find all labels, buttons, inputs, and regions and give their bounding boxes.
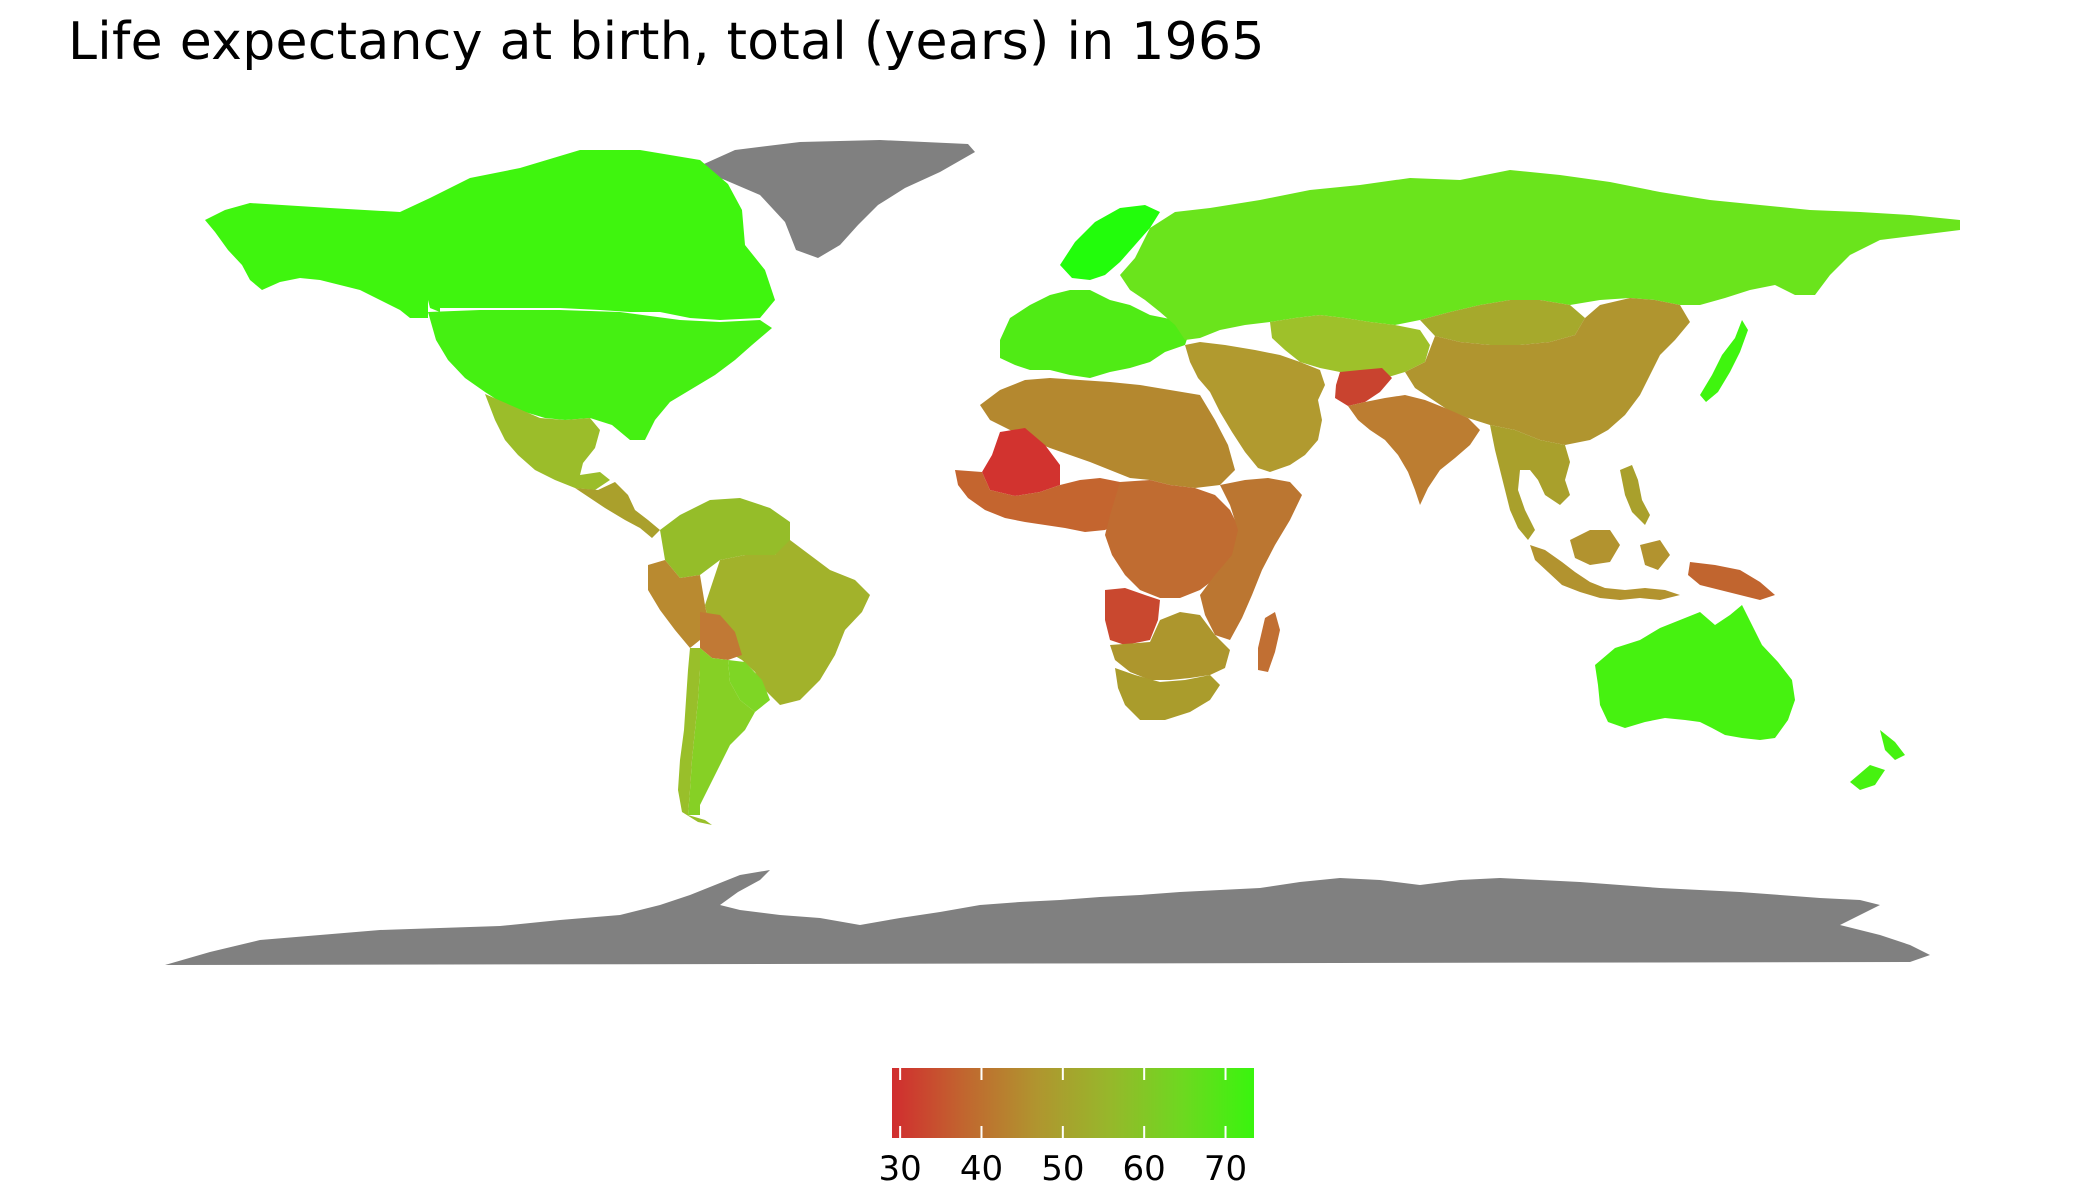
region-greenland[interactable] bbox=[695, 140, 975, 258]
region-middle-east[interactable] bbox=[1185, 342, 1325, 472]
colorbar-tick-label: 70 bbox=[1204, 1149, 1247, 1189]
region-scandinavia[interactable] bbox=[1060, 205, 1160, 280]
region-central-america[interactable] bbox=[575, 482, 660, 538]
region-southeast-asia[interactable] bbox=[1490, 425, 1570, 540]
region-china[interactable] bbox=[1405, 298, 1690, 445]
region-papua-new-guinea[interactable] bbox=[1688, 562, 1775, 600]
region-afghanistan[interactable] bbox=[1335, 368, 1392, 406]
region-new-zealand[interactable] bbox=[1850, 730, 1905, 790]
region-northern-south-america[interactable] bbox=[660, 498, 790, 578]
region-bolivia[interactable] bbox=[700, 612, 742, 660]
colorbar-gradient bbox=[892, 1068, 1254, 1138]
region-west-africa[interactable] bbox=[955, 470, 1130, 532]
region-mali[interactable] bbox=[982, 428, 1060, 496]
region-russia[interactable] bbox=[1120, 170, 1960, 340]
region-north-africa[interactable] bbox=[980, 378, 1235, 488]
region-india[interactable] bbox=[1348, 395, 1480, 505]
region-indonesia[interactable] bbox=[1530, 530, 1680, 600]
region-mongolia[interactable] bbox=[1420, 300, 1585, 345]
region-australia[interactable] bbox=[1595, 605, 1795, 740]
colorbar-tick-label: 60 bbox=[1123, 1149, 1166, 1189]
region-peru[interactable] bbox=[648, 560, 710, 648]
region-south-africa[interactable] bbox=[1115, 668, 1220, 720]
region-paraguay[interactable] bbox=[728, 660, 770, 712]
colorbar-tick-label: 40 bbox=[960, 1149, 1003, 1189]
region-central-asia[interactable] bbox=[1270, 315, 1430, 380]
colorbar-tick-label: 50 bbox=[1041, 1149, 1084, 1189]
region-chile[interactable] bbox=[678, 648, 712, 825]
colorbar-tick-label: 30 bbox=[879, 1149, 922, 1189]
region-central-africa[interactable] bbox=[1105, 480, 1240, 598]
region-mexico[interactable] bbox=[485, 394, 610, 490]
colorbar-ticks bbox=[899, 1068, 1227, 1138]
region-east-africa[interactable] bbox=[1200, 478, 1302, 640]
region-philippines[interactable] bbox=[1620, 465, 1650, 525]
region-japan[interactable] bbox=[1700, 320, 1748, 402]
page-title: Life expectancy at birth, total (years) … bbox=[68, 12, 1265, 72]
region-southern-africa[interactable] bbox=[1110, 612, 1230, 680]
region-angola[interactable] bbox=[1105, 588, 1160, 645]
region-madagascar[interactable] bbox=[1258, 612, 1280, 672]
map-regions bbox=[165, 140, 1960, 965]
region-antarctica[interactable] bbox=[165, 870, 1930, 965]
region-argentina[interactable] bbox=[688, 648, 755, 815]
region-canada[interactable] bbox=[205, 150, 775, 320]
colorbar-tick-labels: 30 40 50 60 70 bbox=[879, 1149, 1248, 1189]
region-europe[interactable] bbox=[1000, 290, 1190, 378]
